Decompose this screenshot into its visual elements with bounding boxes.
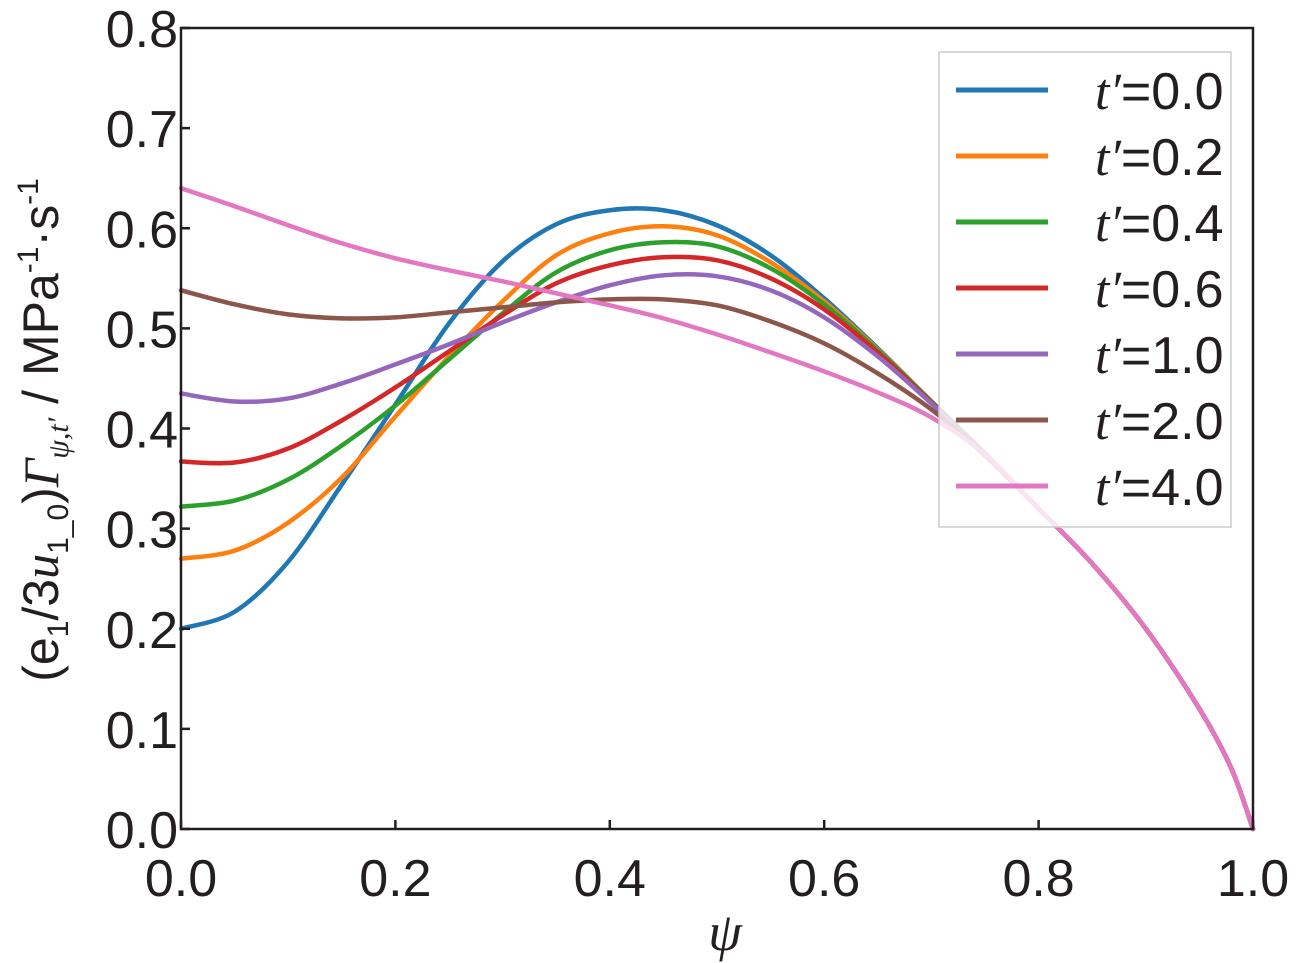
ticks-layer: 0.0 0.2 0.4 0.6 0.8 1.0 0.0 0.1 0.2 0.3 0.4 0.5 0.6 0…	[106, 1, 1289, 908]
y-tick-label-2: 0.2	[106, 602, 178, 660]
ylabel-part3: )	[13, 487, 69, 504]
x-tick-label-2: 0.4	[574, 850, 646, 908]
ylabel-sup2: -1	[12, 178, 45, 205]
legend-label-4: t′=1.0	[1095, 327, 1223, 385]
legend-label-6: t′=4.0	[1095, 459, 1223, 517]
series-layer	[178, 185, 1256, 832]
ylabel-part2: /3	[13, 579, 69, 621]
ylabel-sub1: 1	[42, 621, 75, 638]
y-tick-label-4: 0.4	[106, 402, 178, 460]
series-line-6	[178, 185, 1256, 832]
y-tick-label-5: 0.5	[106, 301, 178, 359]
x-tick-label-3: 0.6	[788, 850, 860, 908]
legend: t′=0.0 t′=0.2 t′=0.4 t′=0.6 t′=1.0 t′=2.0 t′=4…	[938, 51, 1232, 528]
y-tick-label-0: 0.0	[106, 802, 178, 860]
legend-label-0: t′=0.0	[1095, 63, 1223, 121]
ylabel-part5: ·s	[13, 205, 69, 247]
x-axis-title: ψ	[708, 902, 743, 962]
legend-label-1: t′=0.2	[1095, 129, 1223, 187]
y-tick-label-6: 0.6	[106, 201, 178, 259]
legend-label-5: t′=2.0	[1095, 393, 1223, 451]
x-tick-label-5: 1.0	[1217, 850, 1289, 908]
y-tick-label-3: 0.3	[106, 502, 178, 560]
ylabel-part4: / MPa	[13, 273, 69, 418]
x-tick-label-0: 0.0	[145, 850, 217, 908]
y-tick-label-1: 0.1	[106, 702, 178, 760]
legend-label-3: t′=0.6	[1095, 261, 1223, 319]
y-tick-label-7: 0.7	[106, 101, 178, 159]
legend-label-2: t′=0.4	[1095, 195, 1223, 253]
ylabel-gamma: Γ	[13, 456, 69, 488]
ylabel-sub2: 1_0	[42, 504, 75, 554]
ylabel-sub3: ψ,t′	[42, 417, 75, 458]
ylabel-u: u	[13, 554, 69, 579]
x-tick-label-1: 0.2	[359, 850, 431, 908]
y-tick-label-8: 0.8	[106, 1, 178, 59]
ylabel-sup1: -1	[12, 247, 45, 274]
y-axis-title: (e1/3u1_0)Γψ,t′ / MPa-1·s-1	[12, 178, 75, 682]
ylabel-part1: (e	[13, 637, 69, 681]
x-tick-label-4: 0.8	[1002, 850, 1074, 908]
